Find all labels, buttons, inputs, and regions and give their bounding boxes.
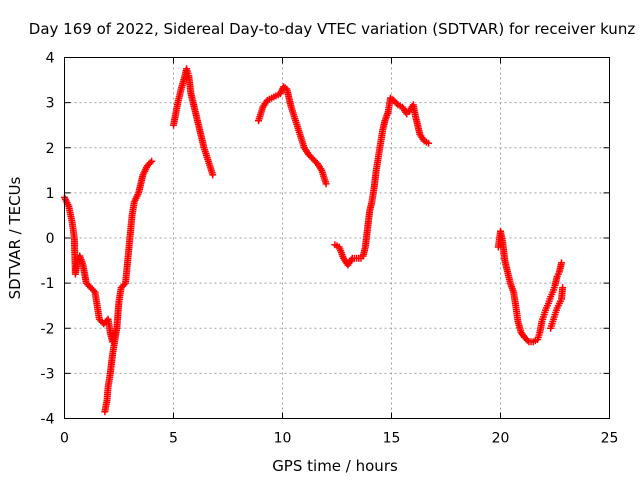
data-point — [322, 180, 330, 188]
data-point-dense — [523, 336, 531, 344]
chart-title: Day 169 of 2022, Sidereal Day-to-day VTE… — [29, 20, 636, 38]
data-point-dense — [146, 159, 154, 167]
y-tick-label: 3 — [46, 96, 55, 112]
x-tick-label: 20 — [492, 431, 510, 447]
grid-lines — [64, 57, 610, 419]
x-axis-label: GPS time / hours — [272, 457, 398, 475]
x-tick-label: 25 — [601, 431, 619, 447]
y-axis-label: SDTVAR / TECUs — [6, 176, 24, 299]
y-tick-label: 2 — [46, 141, 55, 157]
tick-labels: -4 -3 -2 -1 0 1 2 3 4 0 5 10 15 20 25 — [41, 51, 619, 447]
y-tick-label: 0 — [46, 231, 55, 247]
y-tick-label: -1 — [41, 276, 55, 292]
data-point — [148, 157, 156, 165]
data-point — [558, 259, 566, 267]
x-tick-label: 0 — [60, 431, 69, 447]
data-markers — [61, 65, 567, 416]
x-tick-label: 15 — [383, 431, 401, 447]
data-point — [209, 171, 217, 179]
data-point — [425, 139, 433, 147]
data-point-dense — [393, 99, 401, 107]
x-tick-label: 10 — [274, 431, 292, 447]
data-point — [113, 324, 121, 332]
y-tick-label: 1 — [46, 186, 55, 202]
y-tick-label: -3 — [41, 366, 55, 382]
y-tick-label: -2 — [41, 321, 55, 337]
y-tick-label: 4 — [46, 51, 55, 67]
data-point — [559, 284, 567, 292]
y-tick-label: -4 — [41, 412, 55, 428]
plot-frame — [64, 57, 610, 419]
x-tick-label: 5 — [169, 431, 178, 447]
